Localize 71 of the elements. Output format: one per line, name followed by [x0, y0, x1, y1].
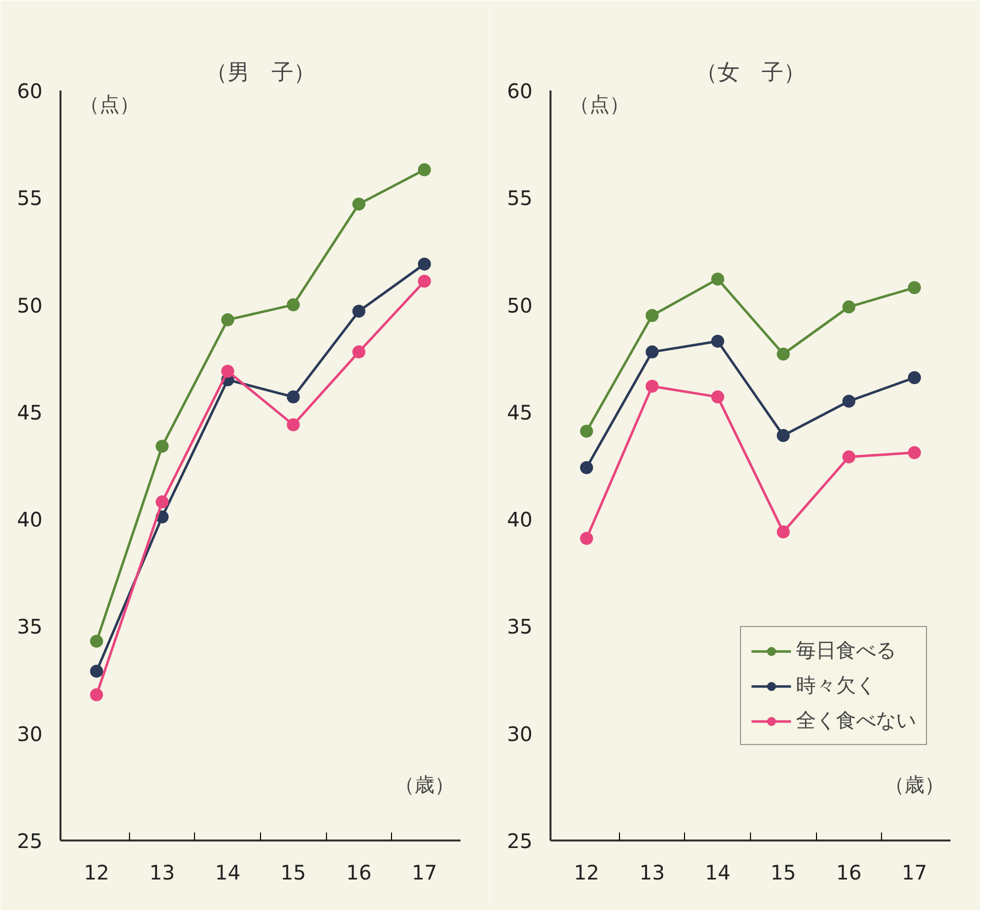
- y-tick-label: 30: [507, 722, 533, 746]
- x-tick-label: 17: [902, 860, 928, 884]
- legend-label: 全く食べない: [796, 707, 916, 734]
- chart-title: （男 子）: [206, 60, 316, 86]
- point: [580, 461, 594, 474]
- point: [286, 418, 300, 432]
- point: [90, 664, 104, 678]
- point: [711, 390, 724, 404]
- y-tick-label: 35: [17, 614, 43, 639]
- x-tick-label: 12: [574, 860, 600, 884]
- point: [776, 348, 790, 361]
- x-tick-label: 16: [346, 860, 372, 884]
- point: [286, 390, 300, 404]
- point: [418, 274, 431, 288]
- point: [580, 532, 594, 545]
- point: [221, 313, 234, 326]
- point: [908, 371, 921, 384]
- y-tick-label: 30: [17, 722, 43, 746]
- point: [352, 345, 366, 358]
- y-tick-label: 25: [507, 829, 533, 853]
- y-tick-label: 35: [507, 614, 533, 639]
- point: [156, 495, 169, 508]
- point: [352, 304, 366, 318]
- y-tick-label: 60: [17, 79, 43, 103]
- y-tick-label: 50: [17, 293, 43, 318]
- point: [908, 446, 921, 460]
- x-tick-label: 12: [84, 860, 110, 884]
- y-tick-label: 45: [507, 400, 533, 424]
- point: [221, 364, 234, 378]
- y-tick-label: 60: [507, 79, 533, 103]
- point: [286, 298, 300, 312]
- x-tick-label: 17: [412, 860, 438, 884]
- x-tick-label: 15: [770, 860, 796, 884]
- point: [908, 281, 921, 294]
- y-tick-label: 40: [507, 508, 533, 532]
- y-tick-label: 45: [17, 400, 43, 424]
- point: [418, 258, 431, 271]
- y-tick-label: 55: [507, 186, 533, 210]
- point: [842, 300, 856, 314]
- point: [842, 450, 856, 464]
- point: [646, 380, 659, 393]
- point: [646, 309, 659, 322]
- point: [711, 334, 724, 348]
- point: [776, 525, 790, 538]
- y-tick-label: 40: [17, 508, 43, 532]
- point: [646, 345, 659, 358]
- legend-label: 時々欠く: [796, 672, 876, 699]
- x-tick-label: 16: [836, 860, 862, 884]
- x-axis-title: （歳）: [884, 772, 944, 796]
- x-tick-label: 14: [704, 860, 730, 884]
- legend-label: 毎日食べる: [796, 637, 896, 664]
- point: [580, 424, 594, 438]
- chart-title: （女 子）: [696, 60, 806, 86]
- x-axis-title: （歳）: [394, 772, 454, 796]
- x-tick-label: 14: [214, 860, 240, 884]
- x-tick-label: 15: [280, 860, 306, 884]
- y-axis-title: （点）: [80, 92, 140, 116]
- y-tick-label: 55: [17, 186, 43, 210]
- point: [842, 394, 856, 408]
- y-tick-label: 50: [507, 293, 533, 318]
- point: [776, 429, 790, 442]
- point: [352, 198, 366, 211]
- point: [418, 163, 431, 176]
- y-axis-title: （点）: [570, 92, 630, 116]
- point: [711, 272, 724, 286]
- y-tick-label: 25: [17, 829, 43, 853]
- point: [90, 634, 104, 648]
- point: [90, 688, 104, 702]
- point: [156, 440, 169, 453]
- x-tick-label: 13: [149, 860, 175, 884]
- x-tick-label: 13: [639, 860, 665, 884]
